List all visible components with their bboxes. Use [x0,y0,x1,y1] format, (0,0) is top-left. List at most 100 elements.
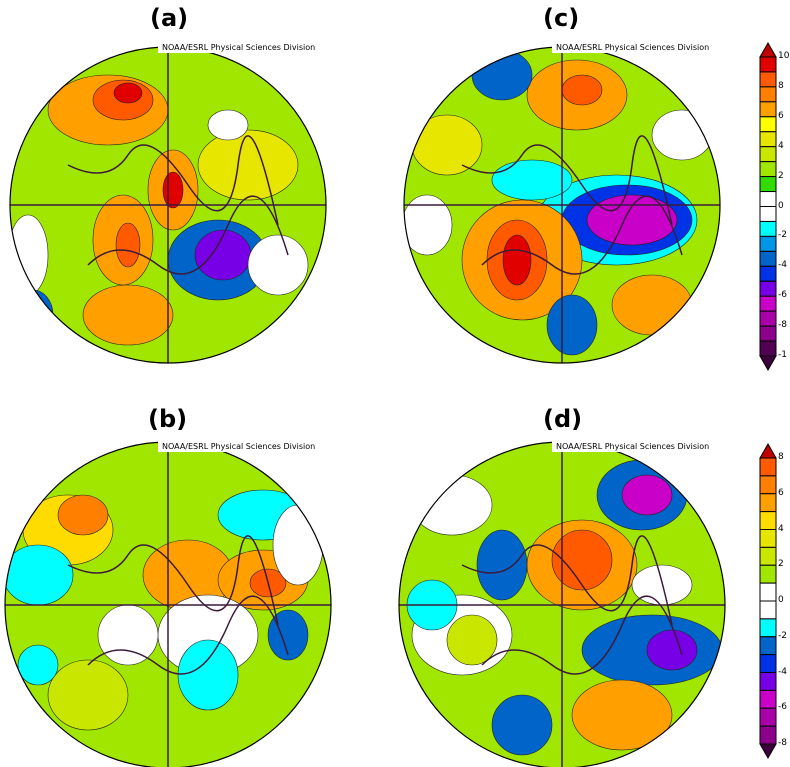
colorbar-box [759,725,777,745]
anomaly-contour [561,74,603,106]
colorbar-box [759,529,777,548]
map-c [403,46,721,364]
anomaly-contour [502,234,532,286]
colorbar-box [759,250,777,267]
colorbar-box [759,146,777,163]
anomaly-contour [82,284,174,346]
map-d [398,441,726,767]
colorbar-arrow-bottom [759,355,777,372]
colorbar-box [759,636,777,656]
anomaly-contour [272,504,324,586]
colorbar-box [759,101,777,118]
anomaly-contour [177,639,239,711]
colorbar-box [759,511,777,530]
colorbar-tick-label: -6 [778,702,787,713]
panel-label-a: (a) [150,4,189,32]
anomaly-contour [115,222,141,268]
colorbar-box [759,564,777,584]
colorbar-box [759,689,777,709]
colorbar-tick-label: 4 [778,140,784,151]
anomaly-contour [17,644,59,686]
coastline [67,135,279,226]
anomaly-contour [10,214,49,296]
colorbar-tick-label: 0 [778,200,784,211]
map-b [4,441,332,767]
anomaly-contour [113,82,143,104]
colorbar-top [759,41,777,372]
anomaly-contour [611,274,693,336]
colorbar-box [759,475,777,495]
colorbar-tick-label: 8 [778,80,784,91]
colorbar-box [759,654,777,673]
colorbar-box [759,295,777,312]
colorbar-box [759,546,777,566]
colorbar-box [759,340,777,357]
colorbar-tick-label: 10 [778,51,790,61]
colorbar-box [759,600,777,620]
coastline [461,135,673,226]
colorbar-box [759,206,777,222]
anomaly-contour [571,679,673,751]
colorbar-box [759,161,777,178]
colorbar-box [759,235,777,252]
colorbar-tick-label: -1 [778,350,787,360]
colorbar-arrow-bottom [759,743,777,760]
coastline [67,535,279,626]
colorbar-box [759,672,777,691]
colorbar-box [759,71,777,88]
anomaly-contour [411,114,483,176]
colorbar-tick-label: 0 [778,595,784,605]
panel-label-b: (b) [148,405,188,433]
colorbar-box [759,618,777,638]
anomaly-contour [551,529,613,591]
credit-b: NOAA/ESRL Physical Sciences Division [158,441,320,452]
colorbar-box [759,582,777,602]
anomaly-contour [47,659,129,731]
anomaly-contour [476,529,528,601]
anomaly-contour [546,294,598,356]
colorbar-tick-label: -4 [778,666,787,677]
anomaly-contour [491,694,553,756]
coastline [481,595,683,675]
anomaly-contour [97,604,159,666]
colorbar-tick-label: -8 [778,738,787,748]
colorbar-arrow-top [759,442,777,459]
credit-d: NOAA/ESRL Physical Sciences Division [552,441,714,452]
coastline [87,595,289,675]
colorbar-tick-label: -8 [778,320,787,331]
credit-a: NOAA/ESRL Physical Sciences Division [158,42,320,53]
anomaly-contour [247,234,309,296]
colorbar-tick-label: -6 [778,290,787,301]
colorbar-box [759,116,777,133]
coastline [461,535,673,626]
anomaly-contour [586,194,678,246]
colorbar-box [759,493,777,513]
map-a [9,46,327,364]
colorbar-box [759,176,777,193]
colorbar-box [759,191,777,208]
panel-label-c: (c) [543,4,580,32]
coastline [481,195,683,275]
colorbar-box [759,56,777,73]
colorbar-bottom [759,442,777,760]
colorbar-box [759,707,777,727]
colorbar-box [759,220,777,237]
colorbar-box [759,457,777,477]
colorbar-tick-label: -4 [778,260,787,271]
colorbar-box [759,265,777,282]
colorbar-arrow-top [759,41,777,58]
colorbar-tick-label: 2 [778,559,784,570]
anomaly-contour [162,171,184,209]
anomaly-contour [207,109,249,141]
colorbar-box [759,86,777,103]
colorbar-box [759,310,777,327]
colorbar-box [759,131,777,148]
colorbar-tick-label: -2 [778,230,787,241]
anomaly-contour [194,229,252,281]
anomaly-contour [12,289,54,341]
anomaly-contour [57,494,109,536]
anomaly-contour [621,474,673,516]
anomaly-contour [446,614,498,666]
anomaly-contour [491,159,573,201]
colorbar-tick-label: 6 [778,110,784,121]
